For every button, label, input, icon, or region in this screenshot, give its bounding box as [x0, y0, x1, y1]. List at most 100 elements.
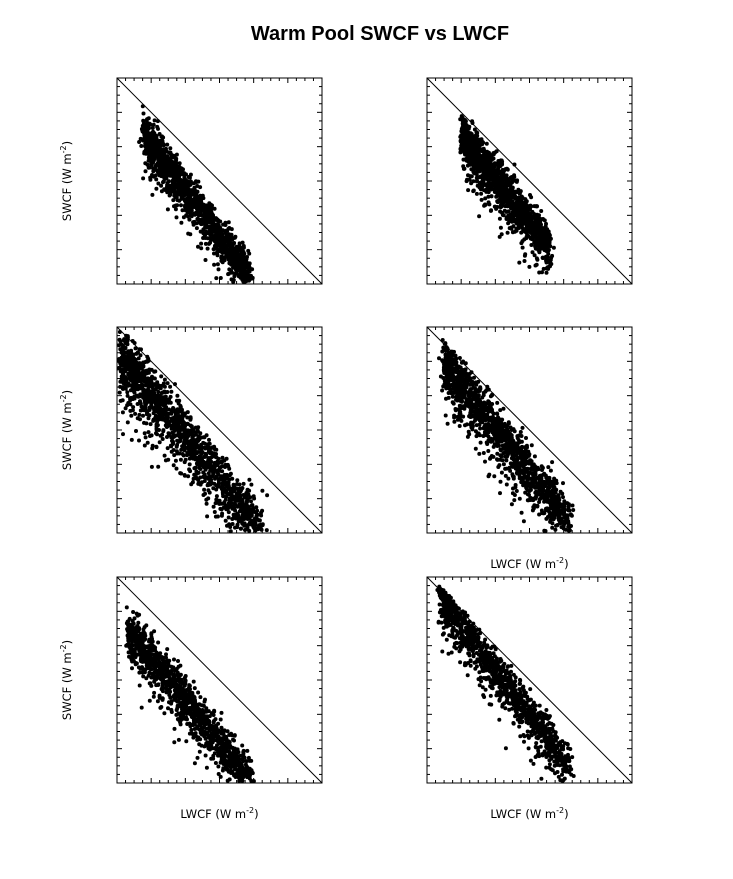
scatter-panel-2: [426, 77, 633, 285]
scatter-point: [246, 272, 250, 277]
scatter-point: [174, 215, 179, 220]
scatter-point: [218, 506, 223, 511]
scatter-point: [169, 423, 174, 428]
scatter-points: [137, 104, 255, 284]
scatter-point: [249, 499, 253, 504]
scatter-point: [163, 416, 168, 421]
scatter-point: [247, 278, 251, 283]
scatter-point: [117, 343, 122, 348]
scatter-point: [212, 244, 217, 249]
scatter-point: [125, 363, 130, 368]
scatter-point: [188, 417, 193, 422]
scatter-point: [460, 115, 465, 120]
scatter-point: [214, 276, 219, 281]
scatter-point: [550, 460, 555, 465]
scatter-point: [147, 413, 151, 418]
scatter-point: [242, 495, 247, 500]
scatter-point: [161, 429, 166, 434]
scatter-point: [248, 513, 253, 518]
scatter-point: [180, 444, 185, 449]
scatter-point: [162, 453, 167, 458]
scatter-point: [181, 215, 186, 220]
scatter-point: [204, 217, 209, 222]
scatter-point: [187, 462, 192, 467]
scatter-point: [237, 241, 242, 246]
scatter-point: [156, 181, 161, 186]
scatter-point: [549, 262, 554, 266]
scatter-point: [169, 153, 174, 158]
scatter-point: [542, 248, 547, 253]
scatter-point: [151, 133, 156, 137]
scatter-point: [494, 149, 499, 154]
scatter-point: [203, 491, 207, 496]
scatter-point: [223, 480, 228, 485]
scatter-point: [141, 408, 146, 413]
scatter-point: [523, 197, 528, 202]
scatter-point: [177, 161, 182, 166]
scatter-point: [199, 213, 204, 218]
scatter-point: [149, 433, 154, 438]
scatter-point: [478, 163, 483, 168]
scatter-point: [179, 220, 184, 225]
scatter-point: [173, 382, 177, 387]
scatter-point: [231, 254, 235, 259]
scatter-point: [207, 441, 212, 446]
scatter-point: [233, 260, 238, 265]
scatter-point: [172, 155, 177, 160]
scatter-point: [186, 231, 191, 236]
scatter-point: [254, 505, 259, 510]
scatter-point: [525, 221, 530, 226]
scatter-point: [546, 251, 551, 256]
scatter-point: [143, 169, 148, 174]
scatter-point: [224, 494, 229, 499]
scatter-point: [520, 208, 525, 213]
scatter-point: [517, 496, 522, 501]
panels: SWCF (W m-2)SWCF (W m-2)LWCF (W m-2)SWCF…: [59, 77, 633, 821]
scatter-point: [498, 181, 503, 186]
scatter-point: [477, 148, 482, 153]
scatter-point: [524, 203, 529, 208]
scatter-point: [191, 220, 196, 225]
scatter-point: [182, 413, 187, 418]
scatter-point: [150, 192, 155, 197]
scatter-point: [120, 385, 125, 390]
scatter-point: [159, 183, 164, 188]
scatter-point: [182, 172, 187, 177]
scatter-point: [143, 435, 148, 440]
scatter-point: [169, 389, 174, 394]
scatter-point: [235, 482, 239, 486]
scatter-point: [219, 255, 224, 260]
scatter-point: [176, 175, 181, 180]
scatter-point: [132, 341, 137, 345]
scatter-point: [229, 262, 234, 267]
scatter-point: [231, 278, 236, 282]
scatter-point: [162, 377, 167, 382]
scatter-point: [177, 428, 182, 433]
scatter-point: [158, 413, 163, 418]
scatter-point: [235, 522, 240, 527]
scatter-point: [546, 465, 551, 470]
scatter-point: [145, 117, 150, 122]
scatter-point: [203, 207, 208, 212]
scatter-point: [466, 188, 471, 193]
reference-line: [426, 77, 633, 285]
figure-title: Warm Pool SWCF vs LWCF: [251, 23, 509, 45]
scatter-point: [176, 401, 181, 406]
scatter-point: [217, 231, 222, 236]
scatter-point: [174, 152, 179, 157]
scatter-point: [524, 443, 529, 448]
scatter-point: [459, 133, 464, 138]
scatter-point: [211, 225, 216, 230]
scatter-point: [154, 426, 159, 431]
scatter-point: [207, 437, 211, 442]
scatter-point: [170, 173, 174, 178]
scatter-point: [179, 416, 184, 421]
scatter-panel-1: SWCF (W m-2): [59, 77, 323, 285]
scatter-point: [207, 241, 211, 246]
scatter-point: [204, 224, 209, 229]
scatter-point: [240, 501, 244, 506]
scatter-point: [179, 190, 184, 195]
scatter-point: [461, 359, 466, 364]
scatter-point: [209, 455, 214, 460]
scatter-point: [141, 111, 146, 116]
